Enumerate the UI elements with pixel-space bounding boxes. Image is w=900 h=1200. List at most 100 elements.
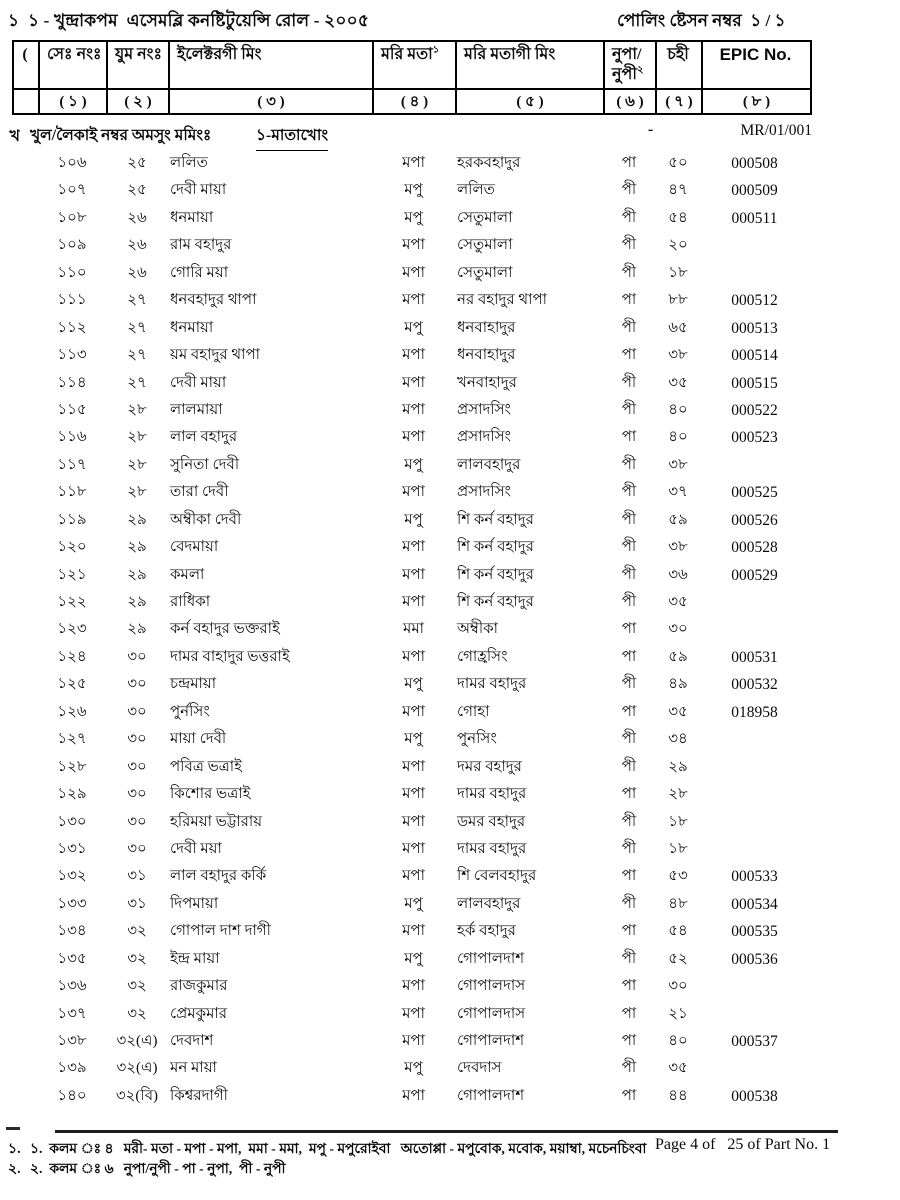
cell-relation-type: মপা: [402, 401, 425, 418]
cell-relation-type: মমা: [402, 621, 424, 638]
table-row: ১৪০ ৩২(বি) কিশ্বরদাগী মপা গোপালদাশ পা ৪৪ 000538: [0, 1083, 900, 1110]
cell-relation-name: প্রসাদসিং: [457, 429, 511, 446]
cell-serial-no: ১২৮: [57, 758, 87, 775]
cell-serial-no: ১২৭: [57, 731, 87, 748]
cell-elector-name: ধনমায়া: [170, 209, 214, 226]
table-row: ১১০ ২৬ গোরি ময়া মপা সেতুমালা পী ১৮: [0, 260, 900, 287]
footnote-2: ২. কলম ঃ ৬ নুপা/নুপী - পা - নুপা, পী - ন…: [30, 1161, 286, 1176]
table-row: ১১৪ ২৭ দেবী মায়া মপা খনবাহাদুর পী ৩৫ 000515: [0, 370, 900, 397]
cell-elector-name: ললিত: [170, 155, 208, 171]
header-relation-name: মরি মতাগী মিং: [457, 42, 605, 88]
section-dash: -: [648, 121, 654, 138]
table-row: ১১৮ ২৮ তারা দেবী মপা প্রসাদসিং পী ৩৭ 000525: [0, 479, 900, 506]
cell-age: ৩৫: [668, 374, 688, 391]
cell-house-no: ২৬: [127, 209, 147, 226]
cell-relation-name: হরকবহাদুর: [457, 155, 521, 171]
cell-relation-name: শি কর্ন বহাদুর: [457, 566, 534, 583]
cell-relation-type: মপা: [402, 539, 425, 556]
table-row: ১২১ ২৯ কমলা মপা শি কর্ন বহাদুর পী ৩৬ 000529: [0, 562, 900, 589]
cell-serial-no: ১১৩: [57, 347, 87, 364]
cell-epic-no: [701, 726, 808, 753]
cell-epic-no: 018958: [731, 703, 778, 721]
cell-house-no: ২৯: [127, 539, 147, 556]
cell-relation-name: গোপালদাস: [457, 1005, 526, 1022]
cell-relation-type: মপা: [402, 1005, 425, 1022]
cell-serial-no: ১৩৭: [57, 1005, 87, 1022]
cell-elector-name: রাম বহাদুর: [170, 237, 232, 254]
cell-relation-name: গোপালদাশ: [457, 1087, 525, 1104]
cell-age: ৩৮: [668, 539, 688, 556]
section-label: খুল/লৈকাই নম্বর অমসুং মমিংঃ: [30, 127, 212, 144]
cell-sex: পা: [621, 703, 637, 720]
cell-serial-no: ১২৬: [57, 703, 87, 720]
cell-elector-name: দেবদাশ: [170, 1033, 214, 1049]
footnote-marker-1: ১: [432, 44, 440, 56]
cell-relation-type: মপা: [402, 1087, 425, 1104]
cell-age: ২৮: [668, 786, 688, 803]
cell-epic-no: 000525: [731, 484, 778, 502]
table-row: ১৩৫ ৩২ ইন্দ্র মায়া মপু গোপালদাশ পী ৫২ 000536: [0, 946, 900, 973]
cell-house-no: ২৭: [127, 347, 147, 364]
cell-epic-no: 000536: [731, 950, 778, 968]
clipped-paren: (: [22, 46, 28, 63]
cell-epic-no: 000528: [731, 539, 778, 557]
cell-sex: পী: [621, 676, 637, 693]
cell-relation-type: মপু: [404, 731, 423, 748]
cell-relation-type: মপু: [404, 950, 423, 967]
cell-relation-type: মপা: [402, 786, 425, 803]
cell-house-no: ৩২: [127, 923, 147, 940]
cell-serial-no: ১০৯: [57, 237, 87, 254]
cell-serial-no: ১১০: [57, 264, 87, 281]
cell-epic-no: 000509: [731, 182, 778, 200]
cell-relation-type: মপু: [404, 182, 423, 199]
table-row: ১২৯ ৩০ কিশোর ভত্রাই মপা দামর বহাদুর পা ২৮: [0, 781, 900, 808]
footer-left-tick: [6, 1127, 20, 1130]
cell-house-no: ২৫: [127, 182, 147, 199]
header-label: নুপা/ নুপী: [612, 46, 646, 83]
cell-house-no: ২৯: [127, 594, 147, 610]
cell-house-no: ৩২: [127, 950, 147, 967]
cell-sex: পা: [621, 648, 637, 665]
section-value: ১-মাতাখোং: [256, 123, 329, 151]
cell-age: ৩৫: [668, 703, 688, 720]
cell-serial-no: ১২৪: [57, 648, 87, 665]
cell-relation-type: মপা: [402, 840, 425, 857]
table-row: ১৩৯ ৩২(এ) মন মায়া মপু দেবদাস পী ৩৫: [0, 1055, 900, 1082]
cell-sex: পী: [621, 813, 637, 830]
header-label: EPIC No.: [719, 45, 792, 64]
cell-house-no: ২৬: [127, 237, 147, 254]
cell-relation-name: লালবহাদুর: [457, 895, 521, 912]
cell-serial-no: ১১৬: [57, 429, 87, 446]
cell-sex: পী: [621, 539, 637, 556]
cell-relation-name: গোপালদাশ: [457, 1033, 525, 1049]
cell-house-no: ৩০: [127, 703, 147, 720]
cell-relation-name: সেতুমালা: [457, 264, 513, 281]
cell-relation-name: প্রসাদসিং: [457, 484, 511, 501]
cell-house-no: ৩২(বি): [115, 1087, 159, 1104]
cell-relation-name: দেবদাস: [457, 1060, 502, 1077]
header-num-2: ( ২ ): [108, 88, 170, 113]
cell-relation-type: মপু: [404, 511, 423, 528]
cell-serial-no: ১৩৯: [57, 1060, 87, 1077]
table-row: ১১৫ ২৮ লালমায়া মপা প্রসাদসিং পী ৪০ 000522: [0, 397, 900, 424]
cell-age: ৫৪: [668, 923, 688, 940]
cell-elector-name: দামর বাহাদুর ভত্তরাই: [170, 648, 290, 665]
cell-epic-no: 000529: [731, 566, 778, 584]
cell-relation-name: হর্ক বহাদুর: [457, 923, 516, 940]
polling-station-number: পোলিং ষ্টেসন নম্বর ১ / ১: [617, 11, 786, 30]
cell-epic-no: [701, 589, 808, 616]
left-margin-serial: ১: [8, 11, 20, 30]
cell-sex: পা: [621, 786, 637, 803]
cell-elector-name: লাল বহাদুর: [170, 429, 238, 446]
table-row: ১০৭ ২৫ দেবী মায়া মপু ললিত পী ৪৭ 000509: [0, 177, 900, 204]
cell-epic-no: 000537: [731, 1033, 778, 1050]
cell-elector-name: ইন্দ্র মায়া: [170, 950, 220, 967]
left-margin-clipped-glyph: খ: [9, 128, 20, 145]
cell-elector-name: পবিত্র ভত্রাই: [170, 758, 242, 775]
cell-epic-no: [701, 836, 808, 863]
header-epic-no: EPIC No.: [703, 42, 810, 88]
left-margin-footnote-2: ২.: [8, 1162, 21, 1177]
cell-age: ৩৫: [668, 1060, 688, 1077]
cell-elector-name: কিশ্বরদাগী: [170, 1087, 228, 1104]
cell-epic-no: [701, 754, 808, 781]
